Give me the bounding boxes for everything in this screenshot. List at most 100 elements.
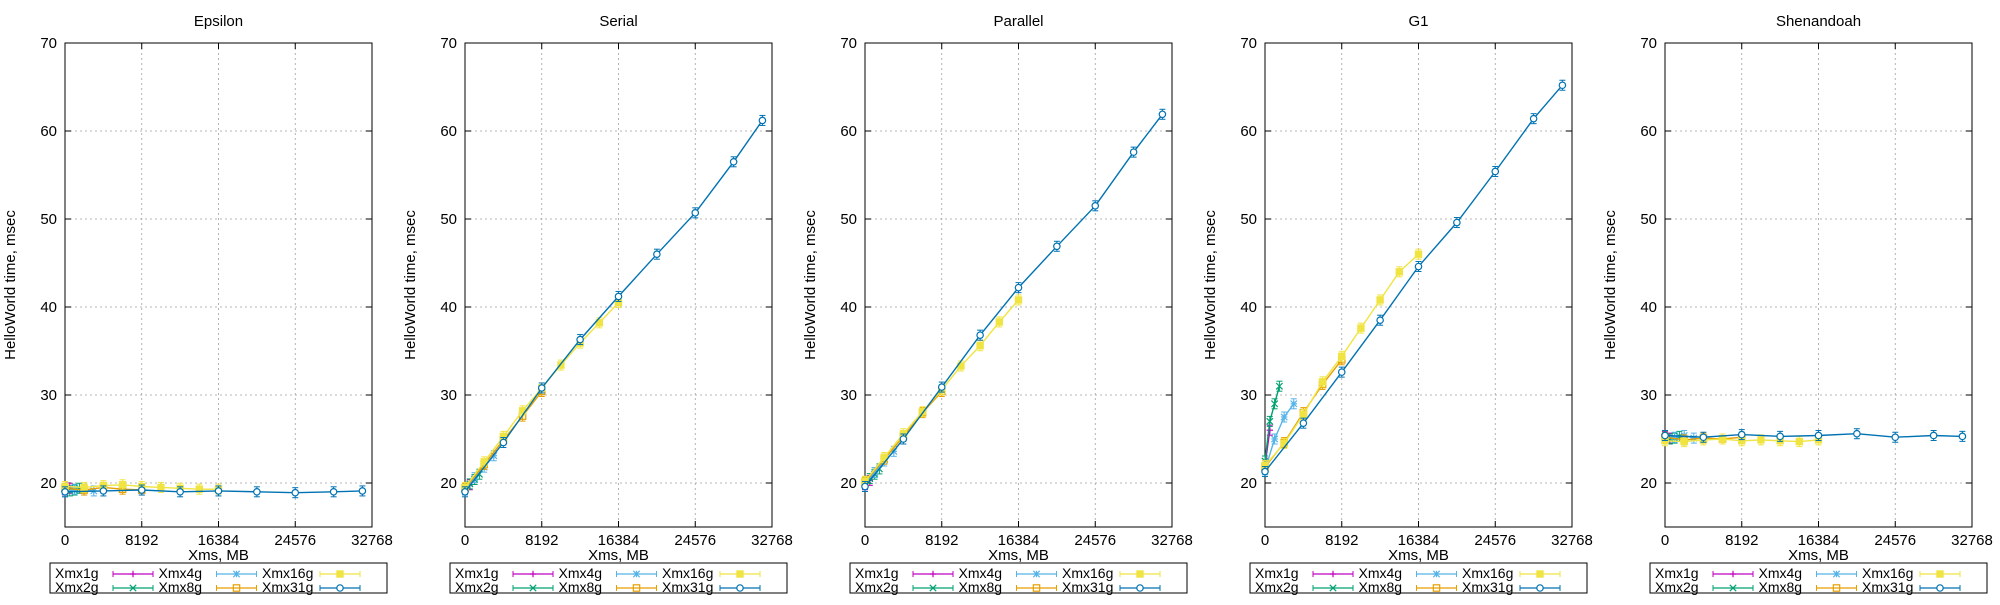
data-point [1357,324,1365,332]
y-tick-label: 40 [1640,299,1657,316]
data-point [1338,352,1346,360]
data-point [1290,400,1298,408]
legend-marker [1032,584,1041,592]
data-point [1891,433,1900,442]
x-tick-label: 8192 [925,532,958,549]
legend-item-xmx8g: Xmx8g [1759,579,1857,595]
chart-panel-serial: Serial 0 8192 16384 24576 32768 20 30 40 50 60 70 Xm… [402,13,793,595]
x-axis-label: Xms, MB [988,547,1049,564]
legend-label: Xmx16g [1062,565,1113,581]
legend-label: Xmx4g [1359,565,1403,581]
chart-title: Epsilon [194,13,243,30]
legend-label: Xmx31g [662,579,713,595]
y-tick-label: 50 [440,211,457,228]
series-line [1264,403,1295,471]
x-tick-label: 8192 [1725,532,1758,549]
y-tick-label: 40 [840,299,857,316]
data-point [1270,435,1279,443]
data-point [61,487,69,496]
y-axis-label: HelloWorld time, msec [2,210,19,360]
legend-marker [1136,570,1144,578]
y-tick-label: 20 [440,475,457,492]
legend-marker [1729,584,1737,592]
legend-label: Xmx2g [855,579,899,595]
legend-marker [1329,570,1337,578]
data-point [976,342,984,350]
data-point [1414,250,1423,258]
series-xmx31g [61,484,367,499]
legend-label: Xmx16g [662,565,713,581]
legend-marker [632,570,641,578]
y-tick-label: 60 [840,123,857,140]
x-tick-label: 0 [461,532,469,549]
y-tick-label: 70 [1240,35,1257,52]
series-xmx16g [1261,248,1423,471]
x-axis-label: Xms, MB [1788,547,1849,564]
data-point [729,158,738,166]
y-tick-label: 30 [40,387,57,404]
legend-item-xmx8g: Xmx8g [1359,579,1457,595]
legend-label: Xmx4g [959,565,1003,581]
y-tick-label: 60 [440,123,457,140]
x-tick-label: 8192 [125,532,158,549]
x-tick-label: 0 [1261,532,1269,549]
series-line [1264,386,1281,462]
legend-marker [929,584,937,592]
data-point [557,361,565,369]
data-point [1337,368,1346,376]
legend-label: Xmx16g [262,565,313,581]
legend-item-xmx31g: Xmx31g [1462,579,1561,595]
y-tick-label: 20 [840,475,857,492]
legend-item-xmx2g: Xmx2g [1655,579,1754,595]
y-tick-label: 20 [1640,475,1657,492]
legend-label: Xmx31g [1862,579,1913,595]
legend-item-xmx31g: Xmx31g [1062,579,1161,595]
chart-title: G1 [1408,13,1428,30]
data-point [329,487,338,496]
series-xmx31g [1661,428,1967,443]
legend-item-xmx1g: Xmx1g [1255,565,1354,581]
data-point [537,384,546,392]
data-point [1737,430,1746,439]
legend-item-xmx16g: Xmx16g [662,565,761,581]
legend-marker [1032,570,1041,578]
x-tick-label: 24576 [1074,532,1116,549]
legend-item-xmx1g: Xmx1g [455,565,554,581]
data-point [1757,436,1765,444]
x-tick-label: 32768 [1951,532,1993,549]
legend-label: Xmx16g [1462,565,1513,581]
x-tick-label: 24576 [1874,532,1916,549]
series-line [1264,84,1563,473]
legend-item-xmx4g: Xmx4g [959,565,1057,581]
series-xmx31g [461,114,767,498]
y-axis-label: HelloWorld time, msec [402,210,419,360]
x-tick-label: 16384 [598,532,640,549]
data-point [253,487,261,496]
data-point [291,488,300,497]
x-tick-label: 16384 [198,532,240,549]
series-line [864,113,1163,487]
data-point [758,116,767,125]
data-point [1453,218,1461,227]
data-point [614,292,623,301]
series-line [464,120,763,493]
legend-marker [232,570,241,578]
data-point [976,331,984,339]
data-point [176,487,184,496]
series-line [1664,432,1963,438]
chart-panel-epsilon: Epsilon 0 8192 16384 24576 32768 20 30 40 50 60 70 X… [2,13,393,595]
data-point [1929,431,1938,440]
y-tick-label: 60 [40,123,57,140]
series-xmx31g [861,108,1167,493]
legend-item-xmx1g: Xmx1g [55,565,154,581]
y-tick-label: 70 [40,35,57,52]
x-tick-label: 16384 [1798,532,1840,549]
chart-panel-parallel: Parallel 0 8192 16384 24576 32768 20 30 40 50 60 70… [802,13,1193,595]
data-point [1376,316,1384,325]
legend-label: Xmx8g [1759,579,1803,595]
y-tick-label: 60 [1240,123,1257,140]
